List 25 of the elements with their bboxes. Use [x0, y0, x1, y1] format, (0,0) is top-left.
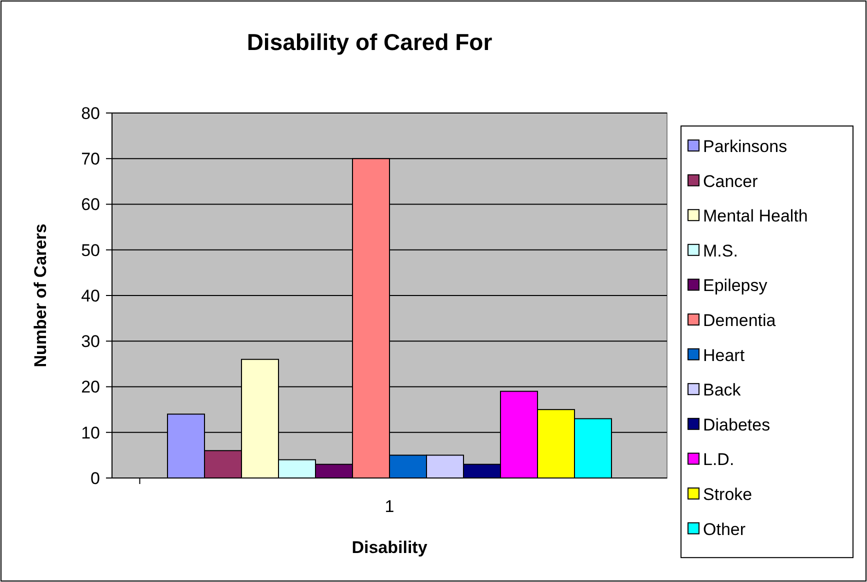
- y-tick-label: 80: [81, 104, 100, 123]
- legend-label: Epilepsy: [703, 276, 768, 296]
- y-tick-label: 0: [90, 468, 100, 488]
- x-tick-label: 1: [384, 497, 394, 516]
- y-tick-label: 70: [81, 150, 100, 169]
- legend-label: Dementia: [703, 310, 776, 330]
- legend-label: M.S.: [703, 241, 738, 260]
- legend-label: Stroke: [703, 484, 752, 504]
- y-tick-label: 30: [81, 332, 100, 352]
- y-tick-label: 50: [81, 240, 100, 260]
- chart-title: Disability of Cared For: [246, 29, 492, 55]
- legend-label: Cancer: [703, 172, 758, 191]
- y-tick-label: 20: [81, 378, 100, 397]
- y-axis-title: Number of Carers: [31, 224, 50, 368]
- x-axis-title: Disability: [352, 538, 428, 557]
- legend-label: Parkinsons: [703, 136, 788, 156]
- legend-label: Other: [703, 520, 746, 539]
- legend-label: L.D.: [703, 450, 734, 470]
- y-tick-label: 40: [81, 286, 100, 306]
- legend-label: Heart: [703, 346, 745, 365]
- y-tick-label: 60: [81, 195, 100, 214]
- y-tick-label: 10: [81, 423, 100, 442]
- legend-label: Back: [703, 380, 742, 400]
- legend-label: Diabetes: [703, 415, 770, 434]
- legend-label: Mental Health: [703, 206, 808, 226]
